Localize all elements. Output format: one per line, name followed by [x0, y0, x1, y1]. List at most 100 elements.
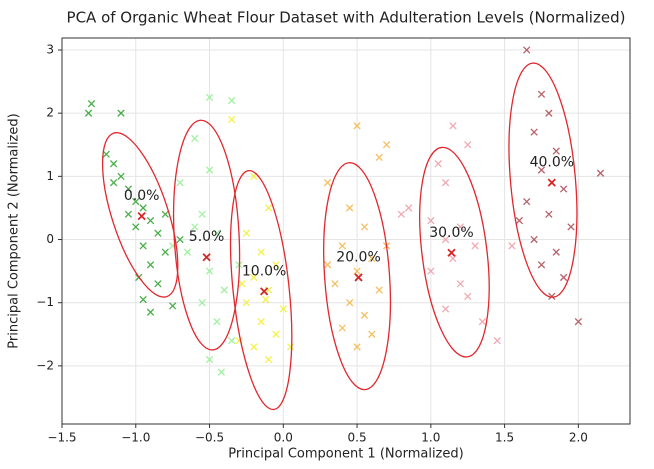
- point: [434, 160, 442, 168]
- point: [530, 128, 538, 136]
- y-axis-label: Principal Component 2 (Normalized): [7, 113, 22, 348]
- point: [441, 235, 450, 244]
- group-label: 10.0%: [242, 263, 286, 279]
- point: [567, 223, 575, 231]
- point: [375, 286, 383, 294]
- point: [272, 330, 280, 338]
- x-tick-label: 1.5: [495, 431, 514, 445]
- point: [191, 223, 199, 231]
- point: [331, 280, 339, 288]
- point: [596, 169, 605, 177]
- point: [109, 160, 118, 168]
- centroid: [447, 248, 456, 257]
- point: [183, 248, 192, 256]
- confidence-ellipse: [419, 146, 490, 358]
- y-tick-label: 0: [46, 232, 54, 246]
- point: [168, 302, 177, 310]
- x-tick-label: 0.0: [274, 431, 293, 445]
- point: [559, 273, 568, 282]
- point: [261, 295, 270, 304]
- point: [139, 295, 147, 304]
- point: [279, 305, 287, 313]
- point: [508, 242, 516, 250]
- point: [198, 299, 206, 307]
- point: [257, 248, 265, 256]
- point: [353, 343, 361, 351]
- point: [471, 242, 479, 250]
- point: [154, 280, 162, 288]
- centroid: [259, 287, 269, 296]
- point: [537, 166, 546, 174]
- point: [523, 197, 531, 206]
- point: [205, 93, 214, 102]
- point: [353, 267, 361, 275]
- point: [464, 292, 472, 301]
- x-axis-label: Principal Component 1 (Normalized): [228, 447, 463, 462]
- point: [456, 223, 464, 231]
- point: [228, 336, 236, 345]
- point: [427, 216, 435, 225]
- y-tick-label: −1: [36, 295, 54, 309]
- point: [559, 185, 568, 193]
- point: [242, 229, 251, 237]
- group-label: 30.0%: [429, 225, 473, 241]
- point: [213, 229, 221, 237]
- point: [287, 343, 295, 351]
- point: [205, 355, 214, 364]
- point: [478, 317, 487, 326]
- point: [146, 261, 155, 269]
- point: [146, 216, 155, 225]
- point: [250, 273, 258, 282]
- x-tick-label: −1.5: [47, 431, 76, 445]
- point: [220, 286, 228, 294]
- point: [264, 355, 273, 364]
- group-label: 40.0%: [530, 155, 574, 171]
- point: [346, 299, 354, 307]
- point: [139, 242, 147, 250]
- point: [257, 317, 265, 326]
- centroid: [202, 253, 211, 262]
- x-tick-label: 1.0: [421, 431, 440, 445]
- x-tick-label: −0.5: [195, 431, 224, 445]
- point: [102, 150, 110, 158]
- chart-title: PCA of Organic Wheat Flour Dataset with …: [67, 9, 626, 27]
- point: [368, 254, 376, 263]
- point: [360, 223, 369, 231]
- centroid: [354, 273, 363, 282]
- group-label: 20.0%: [336, 249, 380, 265]
- point: [574, 317, 583, 326]
- y-tick-label: −2: [36, 358, 54, 372]
- point: [323, 179, 332, 187]
- point: [397, 210, 405, 218]
- point: [515, 216, 524, 225]
- point: [250, 343, 258, 351]
- point: [205, 166, 214, 174]
- point: [405, 204, 413, 212]
- point: [537, 261, 546, 269]
- point: [382, 141, 391, 149]
- point: [213, 317, 221, 326]
- point: [441, 179, 450, 187]
- point: [217, 368, 225, 376]
- y-tick-label: 1: [46, 169, 54, 183]
- point: [198, 210, 206, 218]
- point: [537, 90, 546, 98]
- confidence-ellipse: [101, 132, 179, 298]
- point: [242, 299, 251, 307]
- point: [441, 305, 450, 313]
- centroid: [137, 212, 146, 221]
- point: [264, 204, 273, 212]
- point: [464, 141, 472, 149]
- point: [228, 115, 236, 124]
- point: [338, 324, 346, 332]
- point: [176, 179, 184, 187]
- point: [323, 261, 332, 269]
- point: [552, 248, 560, 256]
- point: [375, 153, 383, 162]
- point: [545, 210, 553, 218]
- y-tick-label: 2: [46, 106, 54, 120]
- confidence-ellipse: [508, 62, 578, 298]
- confidence-ellipse: [323, 162, 392, 391]
- point: [456, 280, 464, 288]
